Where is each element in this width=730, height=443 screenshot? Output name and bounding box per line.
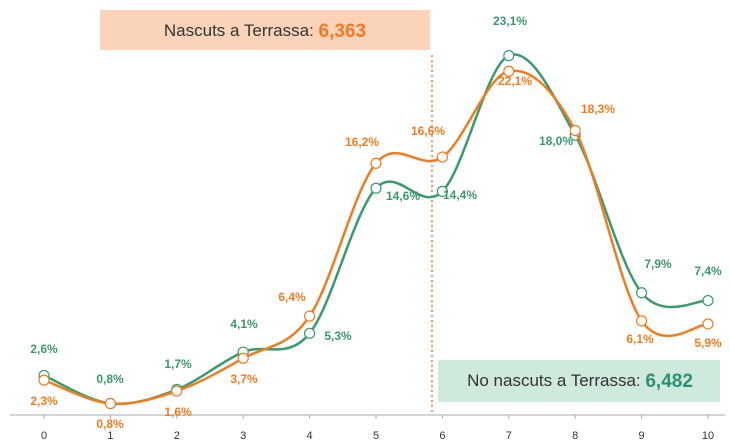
- annotation-value: 6,363: [319, 21, 367, 42]
- data-point: [702, 294, 714, 307]
- annotation-text: No nascuts a Terrassa:: [467, 371, 641, 390]
- data-label: 2,6%: [30, 342, 58, 356]
- data-point: [503, 65, 515, 77]
- x-tick-label: 2: [174, 430, 180, 442]
- x-tick-label: 7: [506, 430, 512, 442]
- data-label: 7,4%: [694, 264, 722, 278]
- annotation-text: Nascuts a Terrassa:: [164, 21, 314, 40]
- data-label: 0,8%: [96, 372, 124, 386]
- x-tick-label: 1: [107, 430, 113, 442]
- data-label: 23,1%: [493, 14, 527, 28]
- data-point: [569, 124, 581, 137]
- data-point: [635, 315, 648, 327]
- data-label: 7,9%: [644, 257, 672, 271]
- data-point: [304, 327, 316, 339]
- data-point: [104, 397, 117, 410]
- annotation-value: 6,482: [645, 371, 693, 392]
- data-label: 18,0%: [539, 134, 573, 148]
- data-label: 6,4%: [278, 290, 306, 304]
- data-label: 1,7%: [164, 357, 192, 371]
- data-label: 18,3%: [581, 102, 615, 116]
- data-label: 14,4%: [443, 188, 477, 202]
- x-tick-label: 3: [240, 430, 246, 442]
- data-label: 16,2%: [345, 135, 379, 149]
- data-point: [171, 385, 183, 397]
- data-point: [436, 185, 448, 197]
- data-point: [237, 352, 249, 364]
- annotation-box: [100, 10, 430, 50]
- data-label: 14,6%: [386, 189, 420, 203]
- data-point: [436, 151, 448, 163]
- x-tick-label: 5: [373, 430, 379, 442]
- x-tick-label: 6: [439, 430, 445, 442]
- data-label: 4,1%: [230, 317, 258, 331]
- annotation-box: [438, 360, 720, 402]
- data-label: 5,9%: [694, 336, 722, 350]
- x-tick-label: 9: [639, 430, 645, 442]
- data-label: 16,6%: [411, 124, 445, 138]
- data-label: 3,7%: [230, 372, 258, 386]
- series-line: [43, 69, 709, 406]
- data-point: [702, 318, 714, 330]
- data-point: [304, 310, 316, 322]
- annotation: Nascuts a Terrassa: 6,363: [164, 21, 366, 42]
- x-tick-label: 4: [307, 430, 313, 442]
- data-label: 6,1%: [626, 332, 654, 346]
- x-tick-label: 0: [41, 430, 47, 442]
- data-point: [38, 374, 50, 386]
- annotation: No nascuts a Terrassa: 6,482: [467, 371, 693, 392]
- data-point: [370, 182, 382, 194]
- data-point: [503, 50, 515, 62]
- data-label: 2,3%: [30, 394, 58, 408]
- data-label: 0,8%: [96, 417, 124, 431]
- data-label: 5,3%: [324, 329, 352, 343]
- x-tick-label: 8: [572, 430, 578, 442]
- data-label: 22,1%: [498, 74, 532, 88]
- data-point: [635, 287, 648, 299]
- data-label: 1,6%: [164, 405, 192, 419]
- data-point: [370, 157, 382, 169]
- x-tick-label: 10: [702, 430, 714, 442]
